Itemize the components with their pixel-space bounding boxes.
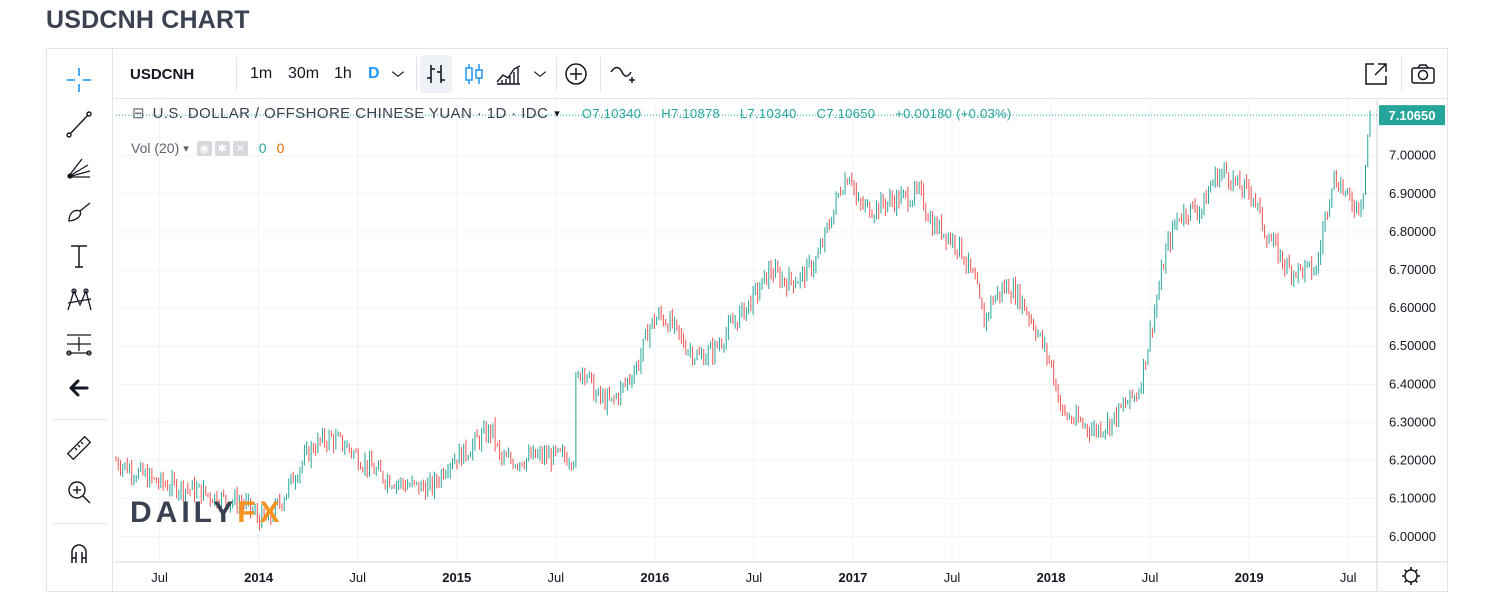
candles-icon[interactable] <box>460 49 488 99</box>
x-tick-label: Jul <box>1142 570 1159 585</box>
last-price-label: 7.10650 <box>1389 108 1436 123</box>
chart-widget: USDCNH 1m 30m 1h D <box>46 48 1448 592</box>
top-toolbar: USDCNH 1m 30m 1h D <box>114 49 1447 99</box>
chevron-down-icon[interactable]: ▾ <box>183 142 189 155</box>
collapse-icon[interactable]: ⊟ <box>132 105 145 122</box>
legend-ohlc: O7.10340 H7.10878 L7.10340 C7.10650 +0.0… <box>581 105 1012 121</box>
chart-area[interactable]: 6.00000 6.10000 6.20000 6.30000 6.40000 6.500… <box>114 100 1447 591</box>
x-tick-label: Jul <box>547 570 564 585</box>
page-title: USDCNH CHART <box>46 6 250 34</box>
chevron-down-icon[interactable] <box>390 49 406 99</box>
legend-high: 7.10878 <box>670 105 721 121</box>
close-icon[interactable]: ✕ <box>232 140 248 156</box>
series-legend: ⊟ U.S. DOLLAR / OFFSHORE CHINESE YUAN · … <box>132 102 1028 124</box>
chevron-down-icon[interactable] <box>532 49 548 99</box>
chevron-down-icon[interactable]: ▾ <box>554 107 560 120</box>
y-tick-label: 6.90000 <box>1389 186 1436 201</box>
gear-icon[interactable] <box>1402 567 1420 585</box>
back-arrow-icon[interactable] <box>60 371 98 405</box>
price-chart[interactable]: 6.00000 6.10000 6.20000 6.30000 6.40000 6.500… <box>114 100 1447 591</box>
gear-icon[interactable]: ✱ <box>214 140 230 156</box>
drawing-toolbar <box>47 49 113 591</box>
legend-change: +0.00180 (+0.03%) <box>895 105 1012 121</box>
x-tick-label: Jul <box>349 570 366 585</box>
y-tick-label: 6.80000 <box>1389 224 1436 239</box>
text-icon[interactable] <box>60 239 98 273</box>
volume-legend: Vol (20) ▾ ◉ ✱ ✕ 0 0 <box>131 138 284 158</box>
y-tick-label: 7.00000 <box>1389 148 1436 163</box>
trend-line-icon[interactable] <box>60 107 98 141</box>
interval-30m[interactable]: 30m <box>288 65 320 82</box>
ruler-icon[interactable] <box>60 431 98 465</box>
interval-d[interactable]: D <box>368 65 380 82</box>
indicators-icon[interactable] <box>608 49 636 99</box>
magnet-icon[interactable] <box>60 537 98 571</box>
area-style-icon[interactable] <box>494 49 522 99</box>
y-tick-label: 6.30000 <box>1389 414 1436 429</box>
bar-style-icon[interactable] <box>420 55 452 93</box>
y-tick-label: 6.50000 <box>1389 338 1436 353</box>
snapshot-icon[interactable] <box>1409 49 1437 99</box>
volume-value-down: 0 <box>276 140 285 156</box>
y-tick-label: 6.10000 <box>1389 491 1436 506</box>
x-tick-label: Jul <box>944 570 961 585</box>
x-tick-label: Jul <box>1340 570 1357 585</box>
x-tick-label: 2015 <box>442 570 471 585</box>
x-tick-label: 2016 <box>640 570 669 585</box>
x-tick-label: Jul <box>746 570 763 585</box>
volume-label: Vol (20) <box>131 140 180 156</box>
x-tick-label: 2014 <box>244 570 274 585</box>
dailyfx-watermark: DAILYFX <box>130 496 284 529</box>
x-tick-label: 2019 <box>1235 570 1264 585</box>
fib-icon[interactable] <box>60 151 98 185</box>
legend-close: 7.10650 <box>826 105 876 121</box>
legend-title: U.S. DOLLAR / OFFSHORE CHINESE YUAN · 1D… <box>152 104 549 122</box>
y-tick-label: 6.00000 <box>1389 529 1436 544</box>
x-tick-label: 2017 <box>838 570 867 585</box>
y-tick-label: 6.40000 <box>1389 376 1436 391</box>
x-tick-label: Jul <box>151 570 168 585</box>
add-compare-icon[interactable] <box>562 49 590 99</box>
legend-open: 7.10340 <box>592 105 642 121</box>
brush-icon[interactable] <box>60 195 98 229</box>
pattern-icon[interactable] <box>60 283 98 317</box>
fullscreen-icon[interactable] <box>1362 49 1390 99</box>
symbol-search[interactable]: USDCNH <box>130 65 195 83</box>
interval-1h[interactable]: 1h <box>334 65 352 82</box>
y-tick-label: 6.20000 <box>1389 453 1436 468</box>
interval-1m[interactable]: 1m <box>250 65 273 82</box>
volume-value-up: 0 <box>258 140 267 156</box>
y-tick-label: 6.60000 <box>1389 300 1436 315</box>
eye-icon[interactable]: ◉ <box>196 140 212 156</box>
crosshair-icon[interactable] <box>60 63 98 97</box>
zoom-icon[interactable] <box>60 475 98 509</box>
legend-low: 7.10340 <box>747 105 797 121</box>
measure-prediction-icon[interactable] <box>60 327 98 361</box>
last-price-badge <box>1379 105 1445 126</box>
x-tick-label: 2018 <box>1037 570 1066 585</box>
y-tick-label: 6.70000 <box>1389 262 1436 277</box>
